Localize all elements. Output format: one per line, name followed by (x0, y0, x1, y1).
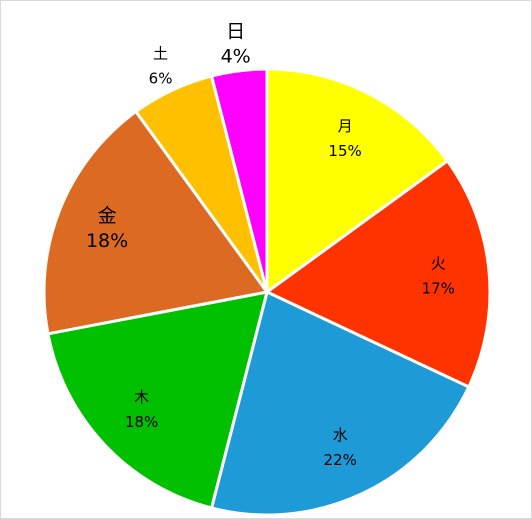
category-label: 木 (134, 388, 149, 406)
category-label: 火 (431, 254, 446, 272)
pie-slice (264, 158, 492, 389)
pie-slice (46, 290, 270, 510)
pie-slice (42, 109, 270, 336)
pie-slice (209, 67, 269, 293)
data-label: 4% (221, 45, 251, 67)
data-label: 18% (125, 413, 158, 431)
data-label: 17% (422, 279, 455, 297)
data-label: 22% (324, 451, 357, 469)
category-label: 金 (98, 205, 117, 227)
data-label: 6% (149, 69, 173, 87)
category-label: 水 (333, 426, 348, 444)
category-label: 日 (226, 20, 245, 42)
category-label: 土 (153, 44, 168, 62)
pie-slice (209, 289, 471, 517)
pie-slice (265, 67, 450, 295)
data-label: 15% (328, 142, 361, 160)
category-label: 月 (338, 117, 353, 135)
data-label: 18% (86, 230, 128, 252)
